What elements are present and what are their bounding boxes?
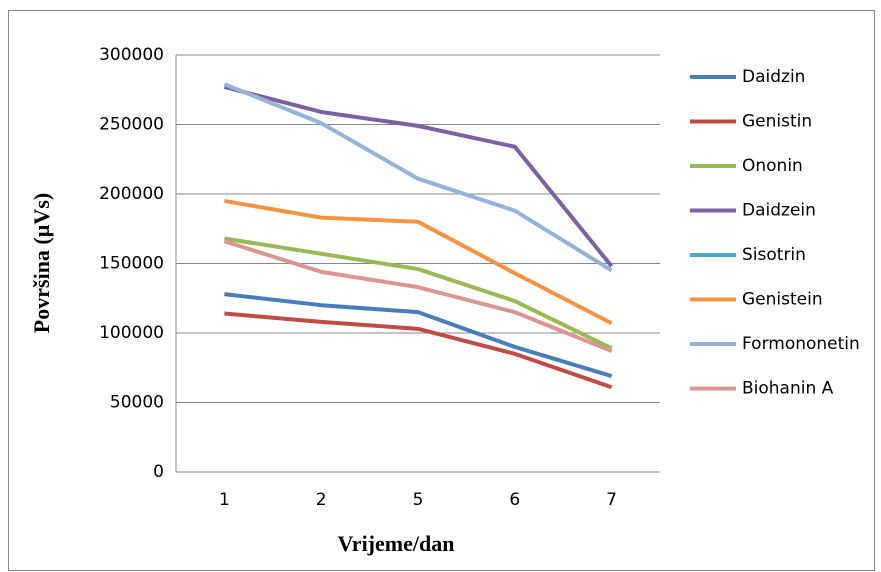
y-axis-title: Površina (µVs) bbox=[29, 193, 54, 333]
y-tick-label: 200000 bbox=[99, 184, 164, 204]
x-tick-label: 5 bbox=[413, 490, 424, 510]
legend-label: Daidzein bbox=[742, 201, 816, 221]
legend-label: Biohanin A bbox=[742, 379, 834, 399]
series-line bbox=[224, 236, 613, 351]
series-line bbox=[224, 311, 613, 390]
legend-label: Genistin bbox=[742, 112, 812, 132]
chart-frame bbox=[8, 10, 875, 571]
legend-label: Formononetin bbox=[742, 334, 860, 354]
x-tick-label: 1 bbox=[219, 490, 230, 510]
y-tick-label: 100000 bbox=[99, 323, 164, 343]
x-axis-title: Vrijeme/dan bbox=[338, 531, 455, 556]
x-tick-label: 6 bbox=[509, 490, 520, 510]
series-line bbox=[224, 292, 613, 379]
legend-label: Genistein bbox=[742, 290, 823, 310]
legend-label: Daidzin bbox=[742, 67, 805, 87]
y-tick-label: 150000 bbox=[99, 254, 164, 274]
y-tick-label: 50000 bbox=[110, 393, 164, 413]
y-tick-label: 250000 bbox=[99, 115, 164, 135]
series-line bbox=[223, 239, 613, 353]
x-tick-label: 2 bbox=[316, 490, 327, 510]
series-line bbox=[224, 198, 613, 326]
legend: Daidzin Genistin Ononin Daidzein Sisotrin Gen… bbox=[690, 67, 860, 399]
y-tick-label: 0 bbox=[153, 462, 164, 482]
series-line bbox=[223, 82, 613, 273]
x-tick-label: 7 bbox=[606, 490, 617, 510]
series-line bbox=[223, 85, 614, 268]
legend-label: Ononin bbox=[742, 156, 803, 176]
legend-label: Sisotrin bbox=[742, 245, 806, 265]
y-tick-label: 300000 bbox=[99, 45, 164, 65]
